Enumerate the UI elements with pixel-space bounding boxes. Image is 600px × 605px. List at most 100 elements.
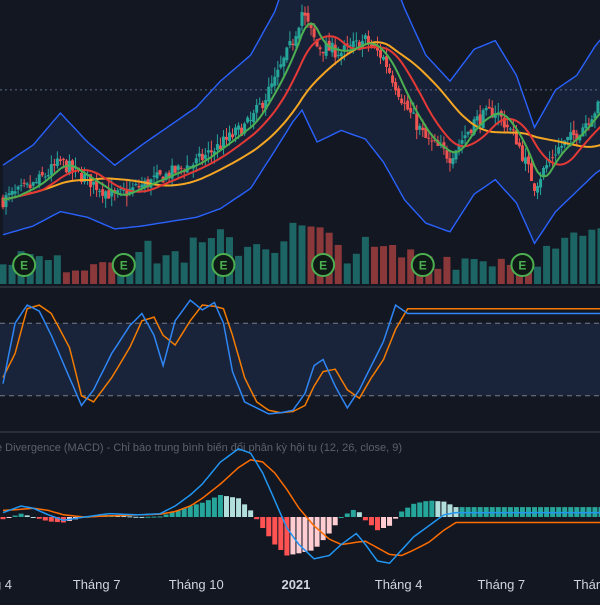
candle-body[interactable] <box>17 187 20 190</box>
candle-body[interactable] <box>488 107 491 109</box>
candle-body[interactable] <box>448 158 451 163</box>
candle-body[interactable] <box>249 120 252 121</box>
candle-body[interactable] <box>406 101 409 110</box>
candle-body[interactable] <box>337 55 340 56</box>
candle-body[interactable] <box>572 130 575 135</box>
candle-body[interactable] <box>210 150 213 152</box>
candle-body[interactable] <box>569 132 572 140</box>
candle-body[interactable] <box>533 183 536 191</box>
candle-body[interactable] <box>59 159 62 161</box>
candle-body[interactable] <box>482 110 485 128</box>
candle-body[interactable] <box>104 191 107 198</box>
candle-body[interactable] <box>512 129 515 130</box>
candle-body[interactable] <box>273 77 276 86</box>
candle-body[interactable] <box>527 156 530 164</box>
candle-body[interactable] <box>282 58 285 67</box>
candle-body[interactable] <box>352 41 355 47</box>
candle-body[interactable] <box>509 128 512 129</box>
candle-body[interactable] <box>50 164 53 175</box>
candle-body[interactable] <box>29 185 32 188</box>
candle-body[interactable] <box>379 50 382 58</box>
candle-body[interactable] <box>234 128 237 136</box>
candle-body[interactable] <box>201 154 204 160</box>
candle-body[interactable] <box>62 159 65 160</box>
candle-body[interactable] <box>560 146 563 148</box>
candle-body[interactable] <box>225 137 228 140</box>
candle-body[interactable] <box>470 130 473 133</box>
candle-body[interactable] <box>397 88 400 96</box>
candle-body[interactable] <box>38 174 41 184</box>
candle-body[interactable] <box>596 102 599 113</box>
candle-body[interactable] <box>140 185 143 188</box>
candle-body[interactable] <box>536 186 539 193</box>
candle-body[interactable] <box>451 158 454 164</box>
candle-body[interactable] <box>156 172 159 178</box>
candle-body[interactable] <box>20 185 23 186</box>
candle-body[interactable] <box>461 140 464 144</box>
candle-body[interactable] <box>294 36 297 46</box>
candle-body[interactable] <box>403 103 406 104</box>
candle-body[interactable] <box>400 99 403 104</box>
candle-body[interactable] <box>584 123 587 128</box>
candle-body[interactable] <box>267 87 270 102</box>
candle-body[interactable] <box>279 64 282 67</box>
candle-body[interactable] <box>340 53 343 56</box>
candle-body[interactable] <box>485 108 488 110</box>
candle-body[interactable] <box>415 114 418 130</box>
candle-body[interactable] <box>101 189 104 196</box>
candle-body[interactable] <box>288 41 291 45</box>
candle-body[interactable] <box>107 190 110 198</box>
candle-body[interactable] <box>41 172 44 175</box>
candle-body[interactable] <box>370 45 373 46</box>
candle-body[interactable] <box>195 158 198 163</box>
candle-body[interactable] <box>47 175 50 176</box>
candle-body[interactable] <box>222 137 225 148</box>
candle-body[interactable] <box>180 168 183 169</box>
candle-body[interactable] <box>409 108 412 112</box>
candle-body[interactable] <box>11 191 14 195</box>
candle-body[interactable] <box>554 154 557 155</box>
candle-body[interactable] <box>557 147 560 153</box>
candle-body[interactable] <box>467 132 470 135</box>
candle-body[interactable] <box>391 75 394 82</box>
candle-body[interactable] <box>207 150 210 152</box>
candle-body[interactable] <box>476 116 479 120</box>
candle-body[interactable] <box>5 195 8 207</box>
candle-body[interactable] <box>216 144 219 150</box>
candle-body[interactable] <box>364 35 367 39</box>
candle-body[interactable] <box>506 125 509 128</box>
candle-body[interactable] <box>153 176 156 177</box>
candle-body[interactable] <box>228 133 231 142</box>
candle-body[interactable] <box>32 182 35 186</box>
candle-body[interactable] <box>261 103 264 108</box>
candle-body[interactable] <box>319 47 322 49</box>
candle-body[interactable] <box>418 126 421 130</box>
candle-body[interactable] <box>270 83 273 87</box>
candle-body[interactable] <box>246 118 249 123</box>
candle-body[interactable] <box>44 177 47 178</box>
candle-body[interactable] <box>388 68 391 73</box>
candle-body[interactable] <box>252 113 255 122</box>
candle-body[interactable] <box>385 56 388 67</box>
candle-body[interactable] <box>35 182 38 183</box>
candle-body[interactable] <box>355 40 358 41</box>
candle-body[interactable] <box>587 124 590 125</box>
candle-body[interactable] <box>255 105 258 113</box>
candle-body[interactable] <box>394 82 397 90</box>
candle-body[interactable] <box>313 28 316 37</box>
candle-body[interactable] <box>307 13 310 22</box>
candle-body[interactable] <box>545 165 548 169</box>
candle-body[interactable] <box>412 112 415 113</box>
candle-body[interactable] <box>276 70 279 77</box>
candle-body[interactable] <box>551 157 554 158</box>
candle-body[interactable] <box>430 141 433 142</box>
candle-body[interactable] <box>304 13 307 16</box>
candle-body[interactable] <box>56 158 59 166</box>
candle-body[interactable] <box>53 164 56 165</box>
candle-body[interactable] <box>382 57 385 60</box>
candle-body[interactable] <box>566 137 569 140</box>
candle-body[interactable] <box>92 182 95 185</box>
candle-body[interactable] <box>26 183 29 184</box>
candle-body[interactable] <box>198 153 201 156</box>
candle-body[interactable] <box>530 163 533 181</box>
